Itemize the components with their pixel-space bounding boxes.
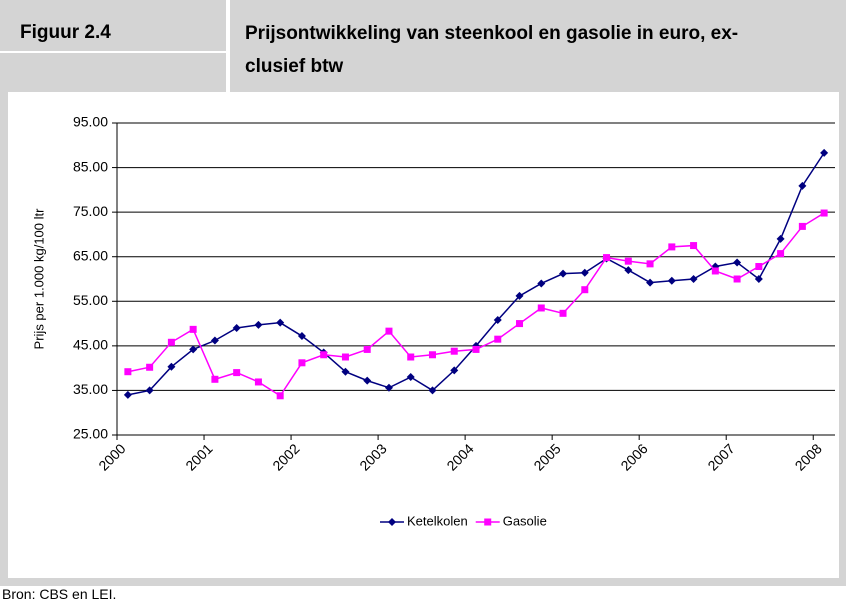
y-tick-label: 75.00 xyxy=(73,203,108,219)
point xyxy=(603,254,611,262)
point xyxy=(820,209,828,217)
y-tick-label: 65.00 xyxy=(73,247,108,263)
point xyxy=(450,366,459,375)
point xyxy=(559,309,567,317)
point xyxy=(276,318,285,327)
point xyxy=(298,359,306,367)
point xyxy=(646,260,654,268)
series-line xyxy=(127,152,825,396)
point xyxy=(189,345,198,354)
point xyxy=(428,351,436,359)
point xyxy=(537,304,545,312)
y-tick-label: 35.00 xyxy=(73,381,108,397)
point xyxy=(820,148,829,157)
chart-area xyxy=(8,92,839,578)
y-tick-label: 25.00 xyxy=(73,426,108,442)
figure-number: Figuur 2.4 xyxy=(20,22,111,43)
point xyxy=(777,250,785,258)
legend-marker xyxy=(388,518,396,526)
point xyxy=(515,291,524,300)
chart: 25.00 35.00 45.00 55.00 65.00 75.00 85.00 95.00… xyxy=(31,114,835,528)
y-tick-label: 55.00 xyxy=(73,292,108,308)
point xyxy=(210,336,219,345)
legend-label: Gasolie xyxy=(503,513,547,528)
x-tick-label: 2008 xyxy=(792,440,825,473)
point xyxy=(711,267,719,275)
point xyxy=(341,367,350,376)
point xyxy=(320,351,328,359)
title-line: Prijsontwikkeling van steenkool en gasol… xyxy=(245,23,739,44)
point xyxy=(493,316,502,325)
x-tick-label: 2001 xyxy=(182,440,215,473)
x-tick-label: 2007 xyxy=(704,440,737,473)
point xyxy=(580,268,589,277)
point xyxy=(798,222,806,230)
point xyxy=(363,376,372,385)
point xyxy=(755,263,763,271)
point xyxy=(754,275,763,283)
legend-marker xyxy=(484,518,492,526)
point xyxy=(689,275,698,283)
point xyxy=(559,269,568,278)
y-tick-label: 45.00 xyxy=(73,337,108,353)
point xyxy=(450,347,458,355)
point xyxy=(428,386,437,395)
point xyxy=(189,325,197,333)
divider xyxy=(0,51,226,53)
point xyxy=(624,266,633,275)
x-tick-label: 2003 xyxy=(356,440,389,473)
point xyxy=(668,243,676,251)
source: Bron: CBS en LEI. xyxy=(2,586,117,602)
point xyxy=(646,278,655,287)
point xyxy=(254,378,262,386)
y-axis-label: Prijs per 1.000 kg/100 ltr xyxy=(31,208,46,350)
point xyxy=(341,353,349,361)
point xyxy=(690,242,698,250)
figure-box: Figuur 2.4 xyxy=(0,0,226,92)
point xyxy=(385,327,393,335)
point xyxy=(254,320,263,329)
point xyxy=(363,345,371,353)
point xyxy=(537,279,546,288)
y-tick-label: 95.00 xyxy=(73,114,108,130)
x-tick-label: 2006 xyxy=(617,440,650,473)
point xyxy=(123,390,132,399)
point xyxy=(581,286,589,294)
x-tick-label: 2002 xyxy=(269,440,302,473)
title-box: Prijsontwikkeling van steenkool en gasol… xyxy=(230,0,846,92)
point xyxy=(407,353,415,361)
chart-panel xyxy=(0,92,846,586)
point xyxy=(667,276,676,285)
x-tick-label: 2000 xyxy=(95,440,128,473)
point xyxy=(232,324,241,333)
point xyxy=(124,368,132,376)
series-line xyxy=(127,212,825,397)
point xyxy=(145,386,154,395)
point xyxy=(167,338,175,346)
point xyxy=(516,320,524,328)
title-line: clusief btw xyxy=(245,56,344,77)
point xyxy=(146,363,154,371)
point xyxy=(276,392,284,400)
point xyxy=(624,257,632,265)
point xyxy=(384,383,393,392)
point xyxy=(233,369,241,377)
x-tick-label: 2004 xyxy=(443,440,476,473)
point xyxy=(798,181,807,190)
point xyxy=(733,258,742,267)
point xyxy=(211,375,219,383)
point xyxy=(494,335,502,343)
x-tick-label: 2005 xyxy=(530,440,563,473)
point xyxy=(297,332,306,341)
point xyxy=(733,275,741,283)
point xyxy=(406,373,415,382)
legend-label: Ketelkolen xyxy=(407,513,468,528)
y-tick-label: 85.00 xyxy=(73,158,108,174)
point xyxy=(776,234,785,243)
point xyxy=(167,362,176,371)
point xyxy=(472,345,480,353)
